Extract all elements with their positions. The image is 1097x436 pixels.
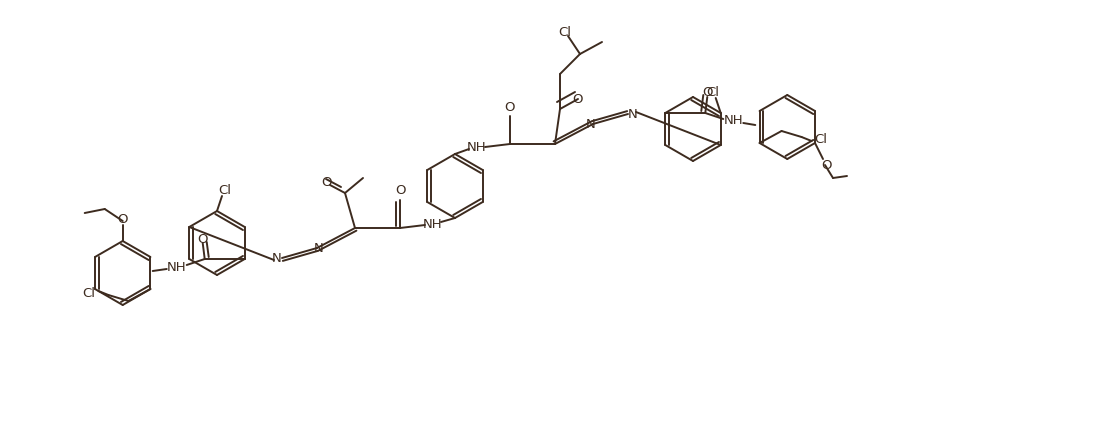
- Text: Cl: Cl: [558, 25, 572, 38]
- Text: Cl: Cl: [82, 286, 95, 300]
- Text: O: O: [197, 232, 208, 245]
- Text: O: O: [321, 177, 332, 190]
- Text: NH: NH: [467, 140, 487, 153]
- Text: N: N: [586, 117, 596, 130]
- Text: O: O: [702, 86, 713, 99]
- Text: O: O: [395, 184, 405, 198]
- Text: NH: NH: [724, 115, 743, 127]
- Text: NH: NH: [167, 260, 186, 273]
- Text: Cl: Cl: [218, 184, 231, 198]
- Text: Cl: Cl: [815, 133, 827, 146]
- Text: N: N: [314, 242, 324, 255]
- Text: O: O: [822, 159, 833, 171]
- Text: Cl: Cl: [706, 86, 720, 99]
- Text: O: O: [573, 92, 584, 106]
- Text: O: O: [117, 212, 128, 225]
- Text: NH: NH: [423, 218, 443, 232]
- Text: N: N: [272, 252, 282, 265]
- Text: N: N: [629, 108, 637, 120]
- Text: O: O: [505, 101, 516, 113]
